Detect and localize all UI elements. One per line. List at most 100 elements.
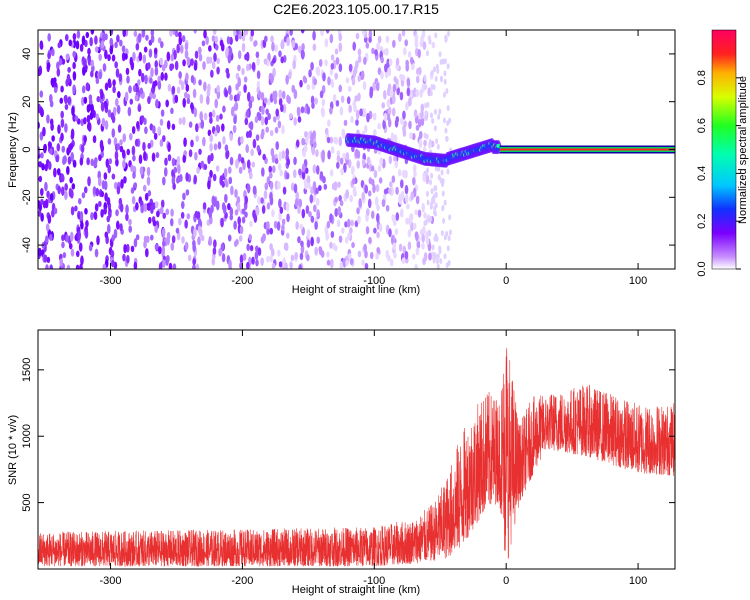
- spectrogram-y-tick-label: -40: [21, 237, 33, 253]
- spectrogram-cell: [319, 170, 324, 180]
- spectrogram-cell: [144, 126, 148, 135]
- spectrogram-cell: [354, 95, 358, 102]
- spectrogram-y-tick-label: 40: [21, 48, 33, 60]
- spectrogram-cell: [286, 94, 290, 103]
- spectrogram-cell: [84, 64, 88, 71]
- spectrogram-cell: [83, 135, 87, 144]
- spectrogram-cell: [274, 44, 278, 53]
- spectrogram-cell: [251, 161, 256, 168]
- snr-y-tick-label: 1000: [21, 424, 33, 448]
- spectrogram-cell: [395, 116, 400, 123]
- spectrogram-cell: [334, 207, 339, 217]
- spectrogram-cell: [209, 116, 213, 124]
- spectrogram-cell: [359, 108, 363, 117]
- spectrogram-cell: [422, 41, 427, 50]
- spectrogram-cell: [387, 254, 391, 262]
- spectrogram-cell: [352, 41, 357, 51]
- spectrogram-cell: [126, 75, 130, 84]
- spectrogram-cell: [348, 63, 353, 72]
- spectrogram-cell: [388, 58, 393, 67]
- spectrogram-cell: [199, 93, 204, 104]
- spectrogram-cell: [408, 120, 412, 130]
- spectrogram-cell: [236, 196, 241, 204]
- spectrogram-cell: [81, 85, 86, 94]
- spectrogram-cell: [435, 63, 439, 70]
- snr-y-tick-label: 1500: [21, 358, 33, 382]
- spectrogram-cell: [446, 30, 450, 37]
- snr-x-tick-label: 0: [503, 575, 509, 587]
- spectrogram-cell: [426, 199, 430, 206]
- spectrogram-cell: [39, 106, 43, 116]
- spectrogram-cell: [345, 259, 349, 266]
- spectrogram-cell: [211, 60, 216, 70]
- spectrogram-cell: [310, 132, 315, 142]
- spectrogram-cell: [312, 43, 317, 51]
- spectrogram-cell: [49, 193, 54, 201]
- spectrogram-cell: [442, 117, 446, 124]
- spectrogram-cell: [125, 67, 130, 76]
- spectrogram-cell: [212, 30, 217, 36]
- spectrogram-cell: [297, 116, 302, 123]
- spectrogram-cell: [267, 112, 271, 121]
- spectrogram-cell: [222, 105, 226, 113]
- spectrogram-cell: [192, 88, 197, 99]
- spectrogram-cell: [101, 32, 106, 43]
- spectrogram-cell: [195, 123, 199, 133]
- spectrogram-cell: [380, 56, 384, 64]
- spectrogram-cell: [111, 259, 115, 268]
- spectrogram-cell: [135, 86, 140, 93]
- spectrogram-cell: [440, 169, 444, 176]
- spectrogram-cell: [358, 198, 362, 208]
- spectrogram-cell: [384, 63, 388, 73]
- spectrogram-cell: [195, 263, 200, 269]
- spectrogram-cell: [214, 44, 219, 51]
- spectrogram-cell: [389, 181, 393, 188]
- spectrogram-cell: [377, 67, 382, 75]
- spectrogram-cell: [200, 119, 205, 130]
- spectrogram-cell: [253, 213, 258, 223]
- spectrogram-cell: [167, 83, 172, 92]
- spectrogram-cell: [295, 221, 299, 230]
- spectrogram-cell: [70, 248, 75, 257]
- spectrogram-cell: [40, 187, 44, 197]
- spectrogram-cell: [418, 131, 423, 139]
- colorbar-gradient: [711, 29, 737, 270]
- spectrogram-cell: [70, 128, 75, 139]
- spectrogram-cell: [53, 86, 58, 94]
- spectrogram-cell: [272, 90, 276, 101]
- spectrogram-cell: [214, 98, 219, 109]
- spectrogram-cell: [316, 236, 321, 244]
- spectrogram-cell: [431, 41, 436, 49]
- spectrogram-cell: [182, 192, 186, 201]
- spectrogram-cell: [322, 176, 326, 184]
- spectrogram-cell: [419, 39, 424, 48]
- spectrogram-cell: [297, 236, 301, 244]
- spectrogram-cell: [172, 263, 177, 269]
- spectrogram-cell: [142, 184, 147, 192]
- spectrogram-cell: [236, 202, 241, 213]
- spectrogram-cell: [103, 100, 108, 108]
- spectrogram-cell: [445, 87, 449, 94]
- spectrogram-cell: [280, 104, 284, 113]
- spectrogram-cell: [301, 208, 306, 219]
- spectrogram-cell: [264, 35, 268, 43]
- spectrogram-cell: [229, 132, 233, 142]
- spectrogram-cell: [162, 212, 167, 219]
- spectrogram-cell: [427, 217, 431, 224]
- spectrogram-cell: [72, 33, 77, 41]
- spectrogram-cell: [121, 45, 126, 53]
- spectrogram-cell: [166, 120, 171, 130]
- spectrogram-cell: [370, 210, 375, 219]
- spectrogram-cell: [38, 175, 43, 183]
- spectrogram-cell: [119, 203, 124, 213]
- spectrogram-cell: [124, 91, 129, 102]
- spectrogram-cell: [70, 189, 74, 199]
- spectrogram-cell: [436, 253, 440, 260]
- spectrogram-cell: [436, 143, 440, 150]
- spectrogram-cell: [380, 70, 384, 80]
- spectrogram-cell: [308, 69, 312, 78]
- spectrogram-cell: [224, 193, 228, 203]
- spectrogram-cell: [182, 97, 187, 108]
- spectrogram-cell: [251, 256, 255, 265]
- spectrogram-cell: [299, 252, 304, 261]
